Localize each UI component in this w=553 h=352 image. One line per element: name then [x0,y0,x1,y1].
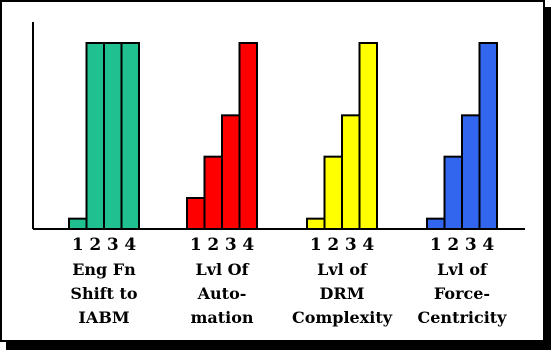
category-label-4-line-2: Force- [434,284,490,303]
bar-3-2 [323,155,343,231]
bar-1-2 [85,42,105,230]
bar-2-2 [203,155,223,231]
bar-4-4 [478,42,498,230]
bar-1-4 [120,42,140,230]
bar-3-3 [341,114,361,230]
bar-2-3 [221,114,241,230]
bar-4-1 [426,217,446,231]
category-label-1-line-3: IABM [78,308,129,327]
tick-label-1-2: 2 [89,235,101,255]
bar-group-2: 1 2 3 4 Lvl Of Auto-mation [186,42,258,327]
category-label-1-line-1: Eng Fn [72,260,136,279]
tick-label-3-4: 4 [362,235,374,255]
tick-label-2-4: 4 [242,235,254,255]
tick-label-3-2: 2 [327,235,339,255]
tick-label-3-3: 3 [345,235,357,255]
category-label-3-line-1: Lvl of [317,260,368,279]
bar-1-3 [103,42,123,230]
category-label-4-line-1: Lvl of [437,260,488,279]
bar-group-1: 1 2 3 4 Eng Fn Shift to IABM [68,42,140,327]
bar-group-4: 1 2 3 4 Lvl of Force- Centricity [418,42,508,327]
category-label-3-line-3: Complexity [292,308,393,327]
tick-label-4-1: 1 [430,235,442,255]
bar-group-3: 1 2 3 4 Lvl of DRM Complexity [292,42,393,327]
tick-label-2-3: 3 [225,235,237,255]
tick-label-2-2: 2 [207,235,219,255]
tick-label-4-3: 3 [465,235,477,255]
category-label-2-line-1: Lvl Of [195,260,249,279]
tick-label-1-4: 4 [124,235,136,255]
bar-2-1 [186,197,206,230]
tick-label-1-1: 1 [72,235,84,255]
bar-3-4 [358,42,378,230]
bar-4-3 [461,114,481,230]
tick-label-1-3: 3 [107,235,119,255]
tick-label-4-4: 4 [482,235,494,255]
tick-label-4-2: 2 [447,235,459,255]
category-label-4-line-3: Centricity [418,308,508,327]
tick-label-2-1: 1 [190,235,202,255]
bar-2-4 [238,42,258,230]
category-label-3-line-2: DRM [320,284,365,303]
bar-4-2 [443,155,463,231]
category-label-2-line-2: Auto- [197,284,247,303]
bar-1-1 [68,217,88,231]
category-label-2-line-3: mation [190,308,253,327]
tick-label-3-1: 1 [310,235,322,255]
bar-3-1 [306,217,326,231]
category-label-1-line-2: Shift to [70,284,138,303]
